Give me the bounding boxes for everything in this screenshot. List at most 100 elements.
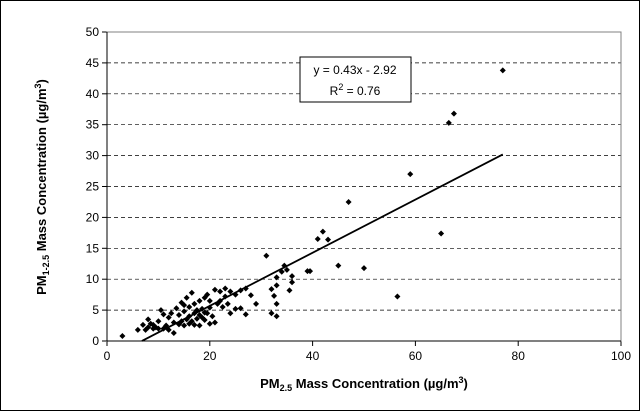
data-point xyxy=(450,110,457,117)
y-axis-label-part: Mass Concentration (µg/m xyxy=(34,88,49,254)
data-point xyxy=(173,305,180,312)
x-axis-label-part: ) xyxy=(464,376,468,391)
y-tick-label: 20 xyxy=(86,210,100,224)
data-point xyxy=(407,171,414,178)
data-point xyxy=(134,326,141,333)
data-point xyxy=(196,297,203,304)
data-point xyxy=(183,294,190,301)
x-tick-label: 80 xyxy=(512,349,526,363)
data-point xyxy=(209,313,216,320)
data-point xyxy=(319,228,326,235)
data-point xyxy=(237,305,244,312)
data-point xyxy=(188,289,195,296)
data-point xyxy=(263,252,270,259)
data-point xyxy=(181,302,188,309)
data-point xyxy=(438,230,445,237)
data-point xyxy=(181,308,188,315)
data-point xyxy=(196,322,203,329)
r-squared: R2 = 0.76 xyxy=(330,82,381,98)
data-point xyxy=(165,314,172,321)
data-point xyxy=(394,293,401,300)
y-axis-label: PM1-2.5 Mass Concentration (µg/m3) xyxy=(33,79,51,295)
data-point xyxy=(445,119,452,126)
y-tick-label: 45 xyxy=(86,56,100,70)
data-point xyxy=(168,310,175,317)
data-point xyxy=(219,304,226,311)
data-point xyxy=(271,292,278,299)
equation: y = 0.43x - 2.92 xyxy=(313,63,396,77)
x-tick-label: 100 xyxy=(611,349,631,363)
x-tick-label: 60 xyxy=(409,349,423,363)
x-tick-label: 0 xyxy=(104,349,111,363)
data-point xyxy=(242,311,249,318)
data-point xyxy=(191,321,198,328)
data-point xyxy=(232,305,239,312)
data-point xyxy=(253,300,260,307)
data-point xyxy=(201,316,208,323)
data-point xyxy=(273,282,280,289)
data-point xyxy=(268,286,275,293)
x-axis-label: PM2.5 Mass Concentration (µg/m3) xyxy=(260,375,468,393)
data-point xyxy=(268,310,275,317)
data-point xyxy=(283,266,290,273)
x-axis-label-part: Mass Concentration (µg/m xyxy=(292,376,458,391)
y-tick-label: 30 xyxy=(86,149,100,163)
data-point xyxy=(181,322,188,329)
data-point xyxy=(206,320,213,327)
data-point xyxy=(186,304,193,311)
data-point xyxy=(211,286,218,293)
data-point xyxy=(119,333,126,340)
data-point xyxy=(170,329,177,336)
data-point xyxy=(204,310,211,317)
data-point xyxy=(325,236,332,243)
y-tick-label: 50 xyxy=(86,25,100,39)
y-tick-label: 0 xyxy=(92,334,99,348)
data-point xyxy=(175,312,182,319)
data-point xyxy=(307,268,314,275)
x-tick-label: 40 xyxy=(306,349,320,363)
y-tick-label: 35 xyxy=(86,118,100,132)
data-point xyxy=(273,313,280,320)
data-point xyxy=(345,198,352,205)
x-axis-label-part: 2.5 xyxy=(280,383,293,393)
data-point xyxy=(224,300,231,307)
y-axis-label-part: 3 xyxy=(33,83,43,88)
data-point xyxy=(155,325,162,332)
data-point xyxy=(286,287,293,294)
y-tick-label: 10 xyxy=(86,272,100,286)
data-point xyxy=(247,292,254,299)
data-point xyxy=(314,236,321,243)
data-point xyxy=(499,67,506,74)
data-point xyxy=(217,288,224,295)
data-point xyxy=(145,324,152,331)
data-point xyxy=(160,311,167,318)
data-point xyxy=(188,318,195,325)
y-axis-label-part: 1-2.5 xyxy=(41,255,51,276)
data-point xyxy=(193,315,200,322)
data-point xyxy=(273,274,280,281)
data-point xyxy=(204,291,211,298)
data-point xyxy=(145,316,152,323)
y-tick-label: 40 xyxy=(86,87,100,101)
data-point xyxy=(191,300,198,307)
data-point xyxy=(289,273,296,280)
data-point xyxy=(361,265,367,272)
y-axis-label-part: PM xyxy=(34,275,49,295)
y-tick-label: 25 xyxy=(86,180,100,194)
data-point xyxy=(139,321,146,328)
data-point xyxy=(157,307,164,314)
equation-box xyxy=(299,56,412,103)
r-squared-part: R xyxy=(330,84,339,98)
x-axis-label-part: PM xyxy=(260,376,280,391)
data-point xyxy=(335,262,342,269)
data-point xyxy=(206,297,213,304)
data-point xyxy=(227,288,234,295)
data-point xyxy=(211,319,218,326)
data-point xyxy=(222,285,229,292)
x-axis-label-part: 3 xyxy=(459,375,464,385)
trendline xyxy=(141,153,504,342)
y-tick-label: 5 xyxy=(92,303,99,317)
data-point xyxy=(227,310,234,317)
data-point xyxy=(289,279,296,286)
